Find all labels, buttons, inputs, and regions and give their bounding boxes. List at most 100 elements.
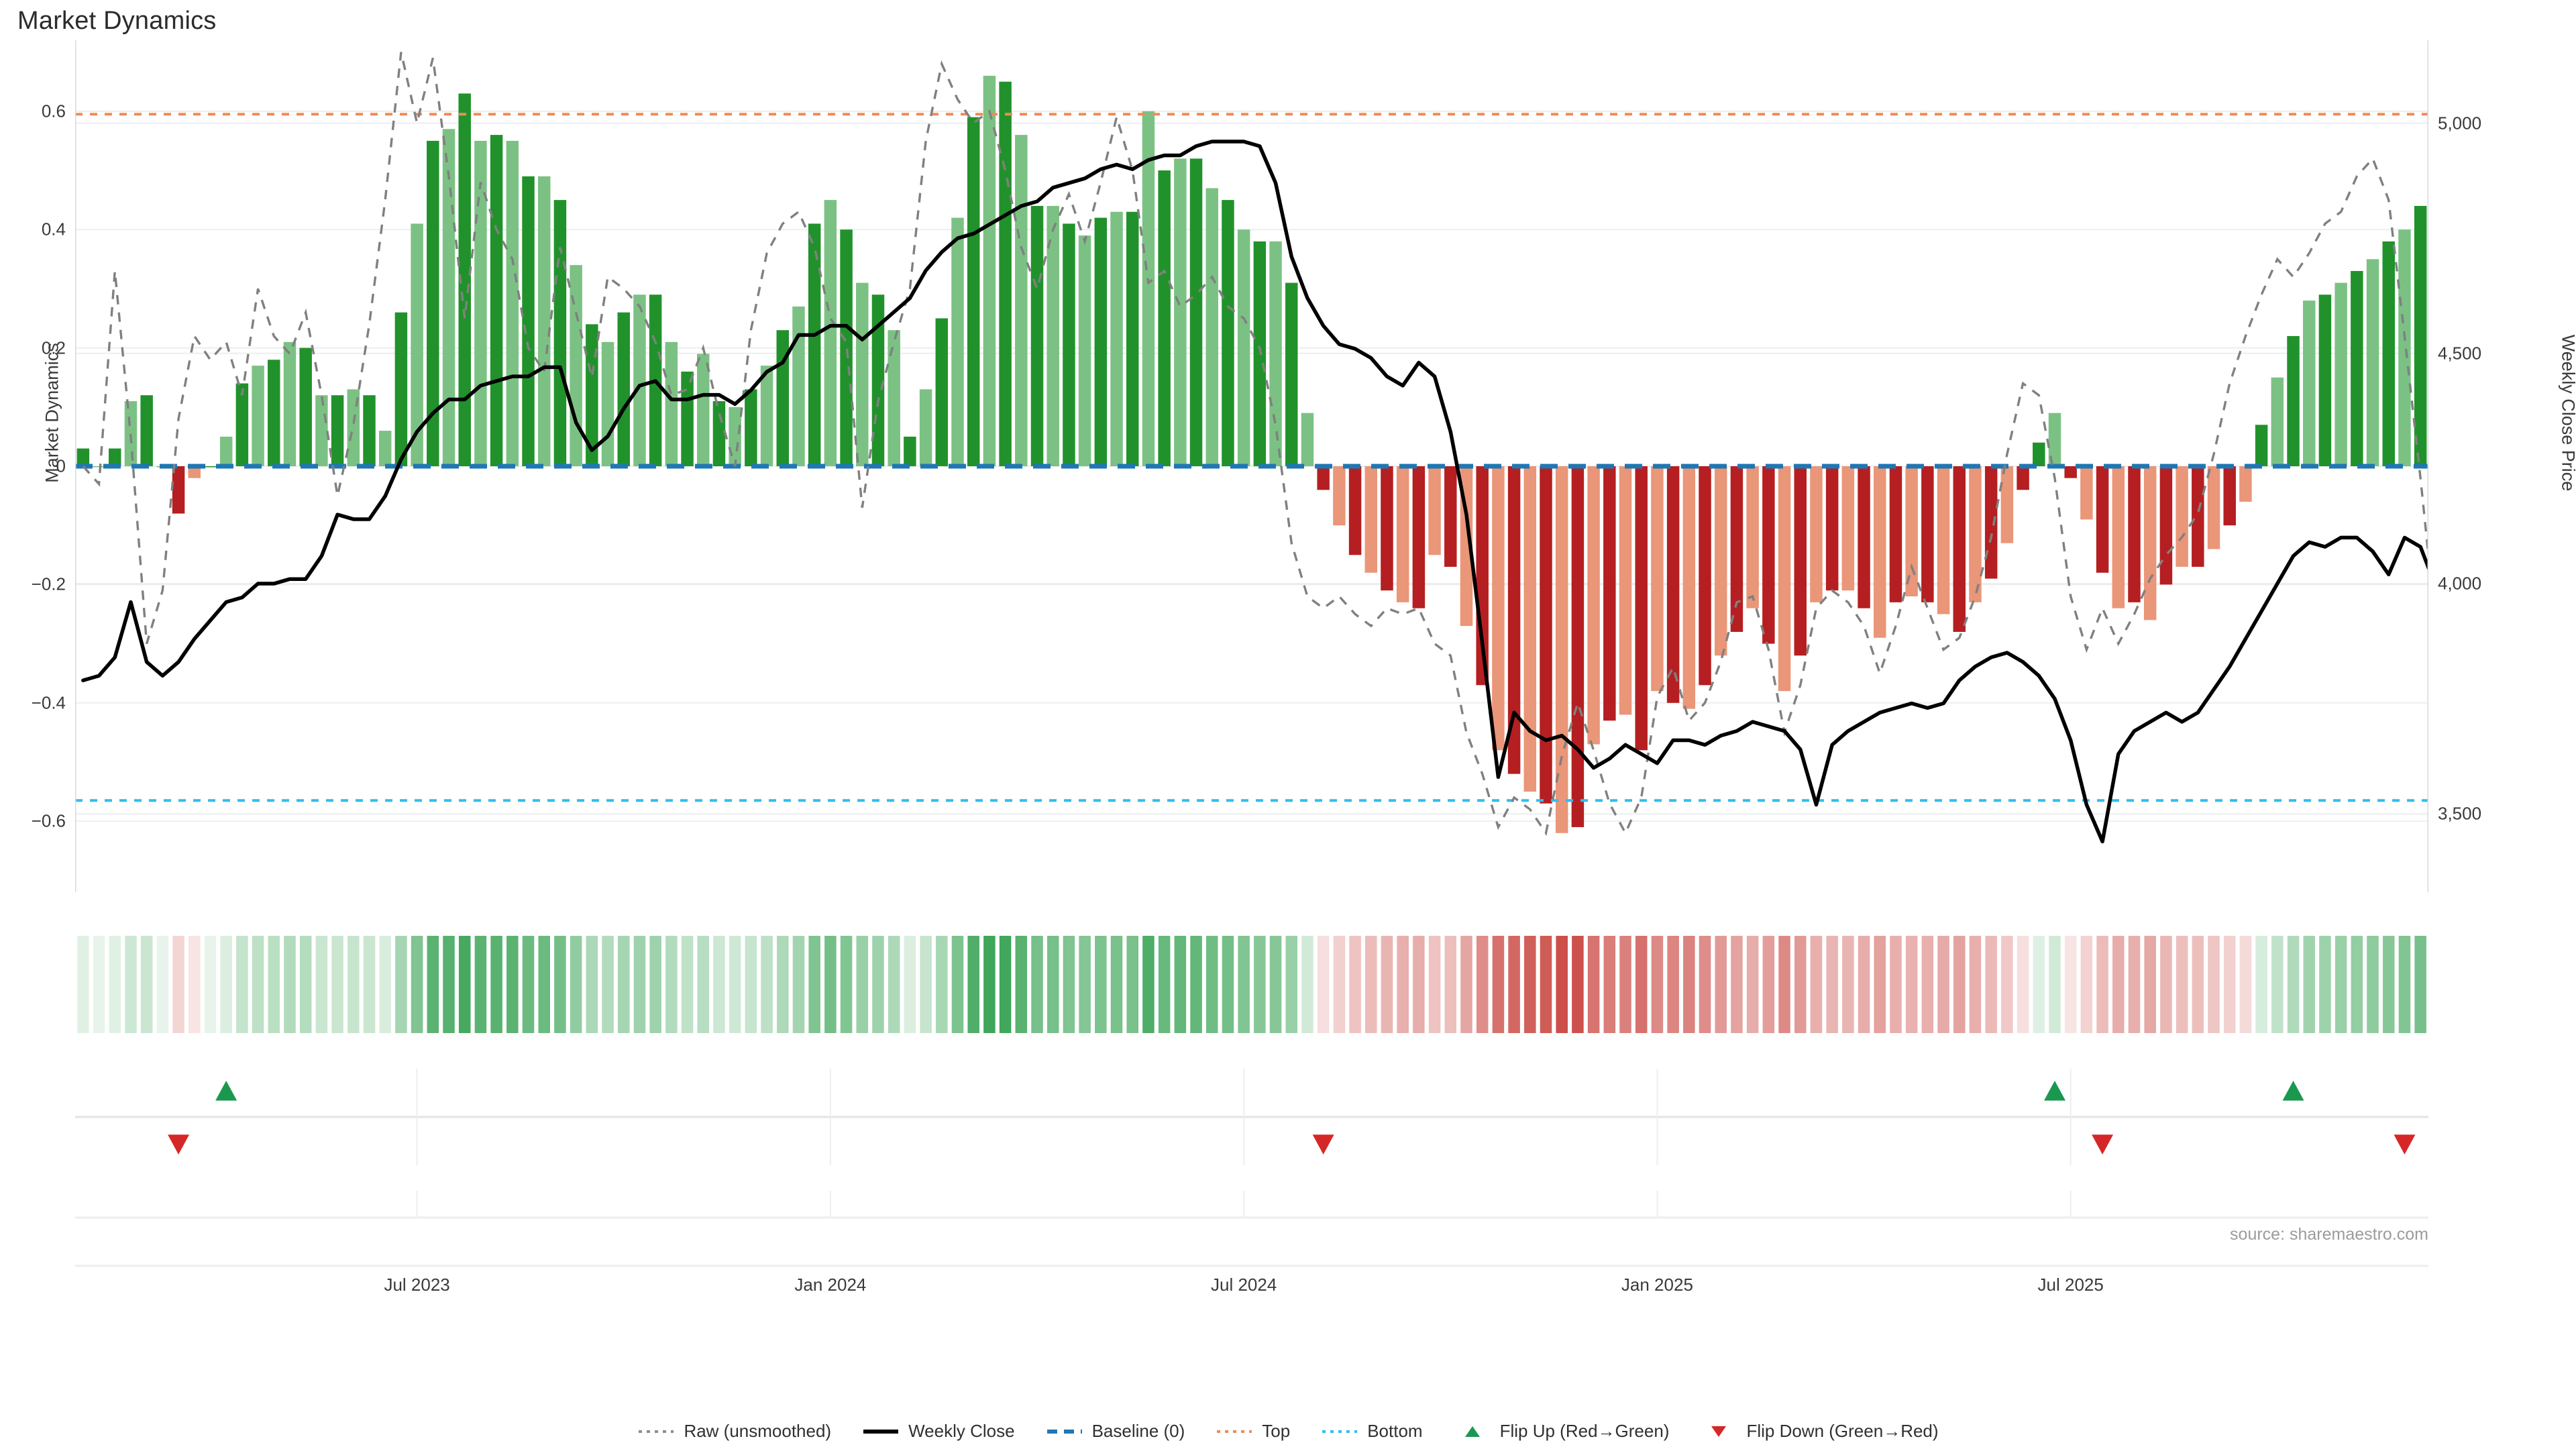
bar <box>204 466 217 468</box>
bar <box>1984 466 1998 579</box>
heat-cell <box>967 936 979 1033</box>
bar <box>1078 235 1091 466</box>
legend-item[interactable]: Top <box>1216 1421 1290 1442</box>
heat-cell <box>1715 936 1727 1033</box>
heat-cell <box>522 936 535 1033</box>
flip-down-marker <box>2092 1134 2114 1155</box>
heat-cell <box>1794 936 1807 1033</box>
heat-cell <box>777 936 789 1033</box>
bar <box>1348 466 1362 555</box>
left-tick-label: 0.2 <box>41 337 66 358</box>
bar <box>2192 466 2204 567</box>
heat-cell <box>681 936 694 1033</box>
legend-label: Raw (unsmoothed) <box>684 1421 832 1441</box>
legend-item[interactable]: Flip Up (Red→Green) <box>1454 1421 1669 1442</box>
bar <box>1937 466 1950 614</box>
heat-cell <box>586 936 598 1033</box>
bar <box>315 395 328 466</box>
bar <box>2080 466 2093 520</box>
heat-cell <box>983 936 996 1033</box>
heat-cell <box>936 936 948 1033</box>
left-tick-label: −0.6 <box>31 810 66 831</box>
bar <box>2176 466 2188 567</box>
bar <box>2033 442 2045 466</box>
heat-cell <box>2271 936 2284 1033</box>
legend-item[interactable]: Baseline (0) <box>1046 1421 1185 1442</box>
bar <box>506 140 519 467</box>
heat-cell <box>2064 936 2077 1033</box>
bar <box>2159 466 2173 585</box>
heat-cell <box>2080 936 2093 1033</box>
heat-cell <box>1587 936 1600 1033</box>
bar <box>1158 170 1171 466</box>
heat-cell <box>268 936 280 1033</box>
bar <box>729 407 741 466</box>
heat-cell <box>1015 936 1028 1033</box>
heat-cell <box>1079 936 1091 1033</box>
heat-cell <box>729 936 741 1033</box>
bar <box>792 306 805 466</box>
heat-cell <box>458 936 471 1033</box>
heat-cell <box>872 936 884 1033</box>
triangle-down-marker <box>1711 1426 1727 1437</box>
bar <box>904 436 916 466</box>
heat-cell <box>1905 936 1918 1033</box>
heat-cell <box>792 936 805 1033</box>
heat-cell <box>1158 936 1171 1033</box>
bar <box>1205 188 1218 466</box>
legend-item[interactable]: Bottom <box>1321 1421 1423 1442</box>
bar <box>1746 466 1759 608</box>
bar <box>283 341 297 466</box>
heat-cell <box>2334 936 2347 1033</box>
flip-markers-group <box>168 1081 2416 1155</box>
right-axis-title: Weekly Close Price <box>2558 334 2576 492</box>
bar <box>235 383 249 466</box>
heat-cell <box>1285 936 1298 1033</box>
heat-cell <box>856 936 869 1033</box>
heat-cell <box>1842 936 1854 1033</box>
heat-cell <box>1476 936 1489 1033</box>
heat-cell <box>490 936 502 1033</box>
heat-cell <box>808 936 820 1033</box>
bar <box>1030 205 1044 466</box>
flip-gridlines-group <box>75 1069 2428 1165</box>
flip-up-marker <box>2043 1081 2065 1101</box>
right-tick-label: 3,500 <box>2438 803 2482 824</box>
bar <box>474 140 487 467</box>
bar <box>140 395 153 466</box>
heat-cell <box>1365 936 1377 1033</box>
bar <box>458 93 471 466</box>
bar <box>570 265 582 466</box>
legend-item[interactable]: Weekly Close <box>862 1421 1015 1442</box>
x-tick-label: Jul 2023 <box>384 1275 450 1295</box>
bar <box>1699 466 1711 686</box>
bar <box>967 117 980 466</box>
raw-unsmoothed-line <box>82 52 2428 837</box>
heat-cell <box>1142 936 1155 1033</box>
bar <box>2128 466 2141 602</box>
legend-item[interactable]: Raw (unsmoothed) <box>637 1421 831 1442</box>
reference-lines-group <box>75 113 2428 802</box>
heat-cell <box>125 936 137 1033</box>
heat-cell <box>2208 936 2220 1033</box>
bar <box>1269 241 1282 466</box>
bar <box>1571 466 1585 827</box>
x-tick-label: Jul 2025 <box>2037 1275 2104 1295</box>
bar <box>172 466 185 514</box>
bar <box>1794 466 1807 656</box>
bar <box>1953 466 1966 632</box>
heat-cell <box>1238 936 1250 1033</box>
bar <box>1523 466 1537 792</box>
bar <box>776 330 790 466</box>
bar <box>1905 466 1918 597</box>
bar <box>188 466 201 478</box>
heat-cell <box>1381 936 1393 1033</box>
right-tick-label: 4,000 <box>2438 573 2482 594</box>
heat-cell <box>1921 936 1934 1033</box>
heat-cell <box>1778 936 1790 1033</box>
legend-item[interactable]: Flip Down (Green→Red) <box>1700 1421 1939 1442</box>
bar <box>1555 466 1568 833</box>
bar <box>1189 158 1203 466</box>
bottom-rule-panel <box>75 1191 2428 1271</box>
